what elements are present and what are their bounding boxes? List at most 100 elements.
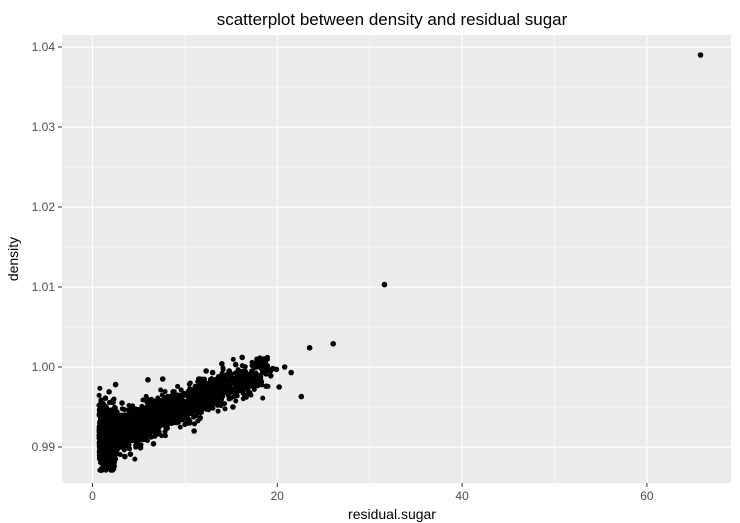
data-point bbox=[97, 385, 103, 391]
data-point bbox=[119, 406, 125, 412]
y-tick-label: 1.00 bbox=[32, 360, 56, 374]
data-point bbox=[205, 384, 211, 390]
data-point bbox=[97, 456, 103, 462]
data-point bbox=[103, 437, 109, 443]
data-point bbox=[103, 456, 109, 462]
data-point bbox=[122, 422, 128, 428]
data-point bbox=[194, 403, 200, 409]
data-point bbox=[121, 413, 127, 419]
data-point bbox=[209, 369, 216, 376]
data-point bbox=[130, 403, 136, 409]
data-point bbox=[160, 421, 166, 427]
data-point bbox=[187, 380, 193, 386]
data-point bbox=[243, 370, 249, 376]
data-point bbox=[178, 387, 184, 393]
data-point bbox=[111, 460, 117, 466]
data-point bbox=[125, 407, 131, 413]
data-point bbox=[112, 404, 118, 410]
data-point bbox=[117, 444, 123, 450]
data-point bbox=[249, 363, 255, 369]
x-axis-title: residual.sugar bbox=[348, 506, 436, 522]
data-point bbox=[249, 370, 255, 376]
data-point bbox=[125, 436, 131, 442]
data-point bbox=[174, 392, 180, 398]
data-point bbox=[256, 373, 262, 379]
data-point bbox=[232, 382, 238, 388]
data-point bbox=[150, 441, 157, 447]
data-point bbox=[156, 408, 162, 414]
data-point bbox=[143, 393, 149, 399]
data-point bbox=[188, 396, 194, 402]
data-point bbox=[98, 411, 104, 417]
data-point bbox=[276, 384, 282, 390]
data-point bbox=[134, 426, 140, 432]
data-point bbox=[106, 416, 112, 422]
data-point bbox=[98, 425, 104, 431]
data-point bbox=[162, 433, 168, 439]
data-point bbox=[108, 452, 114, 458]
data-point bbox=[125, 431, 131, 437]
data-point bbox=[247, 374, 253, 380]
data-point bbox=[209, 394, 215, 400]
data-point bbox=[147, 420, 153, 426]
data-point bbox=[260, 356, 266, 362]
data-point bbox=[106, 429, 112, 435]
data-point bbox=[203, 368, 209, 374]
data-point bbox=[196, 393, 202, 399]
data-point bbox=[127, 446, 133, 452]
data-point bbox=[219, 372, 225, 378]
data-point bbox=[191, 414, 197, 420]
x-tick-label: 20 bbox=[271, 489, 285, 503]
data-point bbox=[113, 433, 119, 439]
data-point bbox=[220, 365, 226, 371]
data-point bbox=[159, 376, 166, 382]
data-point bbox=[230, 404, 236, 410]
data-point bbox=[227, 388, 233, 394]
data-point bbox=[156, 412, 162, 418]
data-point bbox=[240, 396, 246, 402]
data-point bbox=[179, 417, 185, 423]
data-point bbox=[158, 387, 164, 393]
data-point bbox=[165, 396, 171, 402]
data-point bbox=[104, 463, 110, 469]
y-tick-label: 1.02 bbox=[32, 200, 56, 214]
data-point bbox=[204, 401, 210, 407]
y-tick-label: 1.04 bbox=[32, 40, 56, 54]
data-point bbox=[136, 411, 142, 417]
data-point bbox=[114, 438, 120, 444]
data-point bbox=[161, 411, 167, 417]
data-point bbox=[219, 361, 225, 367]
data-point bbox=[193, 399, 199, 405]
data-point bbox=[233, 398, 239, 404]
data-point bbox=[159, 433, 165, 439]
data-point bbox=[306, 345, 313, 351]
data-point bbox=[119, 440, 125, 446]
data-point bbox=[213, 381, 219, 387]
data-point bbox=[120, 431, 126, 437]
data-point bbox=[102, 403, 108, 409]
data-point bbox=[197, 416, 203, 422]
data-point bbox=[233, 376, 239, 382]
data-point bbox=[243, 385, 249, 391]
data-point bbox=[162, 401, 168, 407]
data-point bbox=[96, 407, 102, 413]
data-point bbox=[119, 400, 125, 406]
x-tick-label: 40 bbox=[455, 489, 469, 503]
data-point bbox=[103, 467, 109, 473]
data-point bbox=[156, 416, 162, 422]
data-point bbox=[124, 414, 130, 420]
data-point bbox=[265, 383, 271, 389]
data-point bbox=[226, 395, 232, 401]
y-axis: 0.99 1.00 1.01 1.02 1.03 1.04 bbox=[32, 40, 62, 454]
data-point bbox=[219, 401, 225, 407]
data-point bbox=[167, 400, 173, 406]
data-point bbox=[132, 456, 138, 462]
data-point bbox=[253, 364, 259, 370]
data-point bbox=[98, 467, 104, 473]
data-point bbox=[202, 389, 208, 395]
data-point bbox=[239, 363, 245, 369]
data-point bbox=[132, 430, 138, 436]
chart-title: scatterplot between density and residual… bbox=[217, 10, 568, 29]
